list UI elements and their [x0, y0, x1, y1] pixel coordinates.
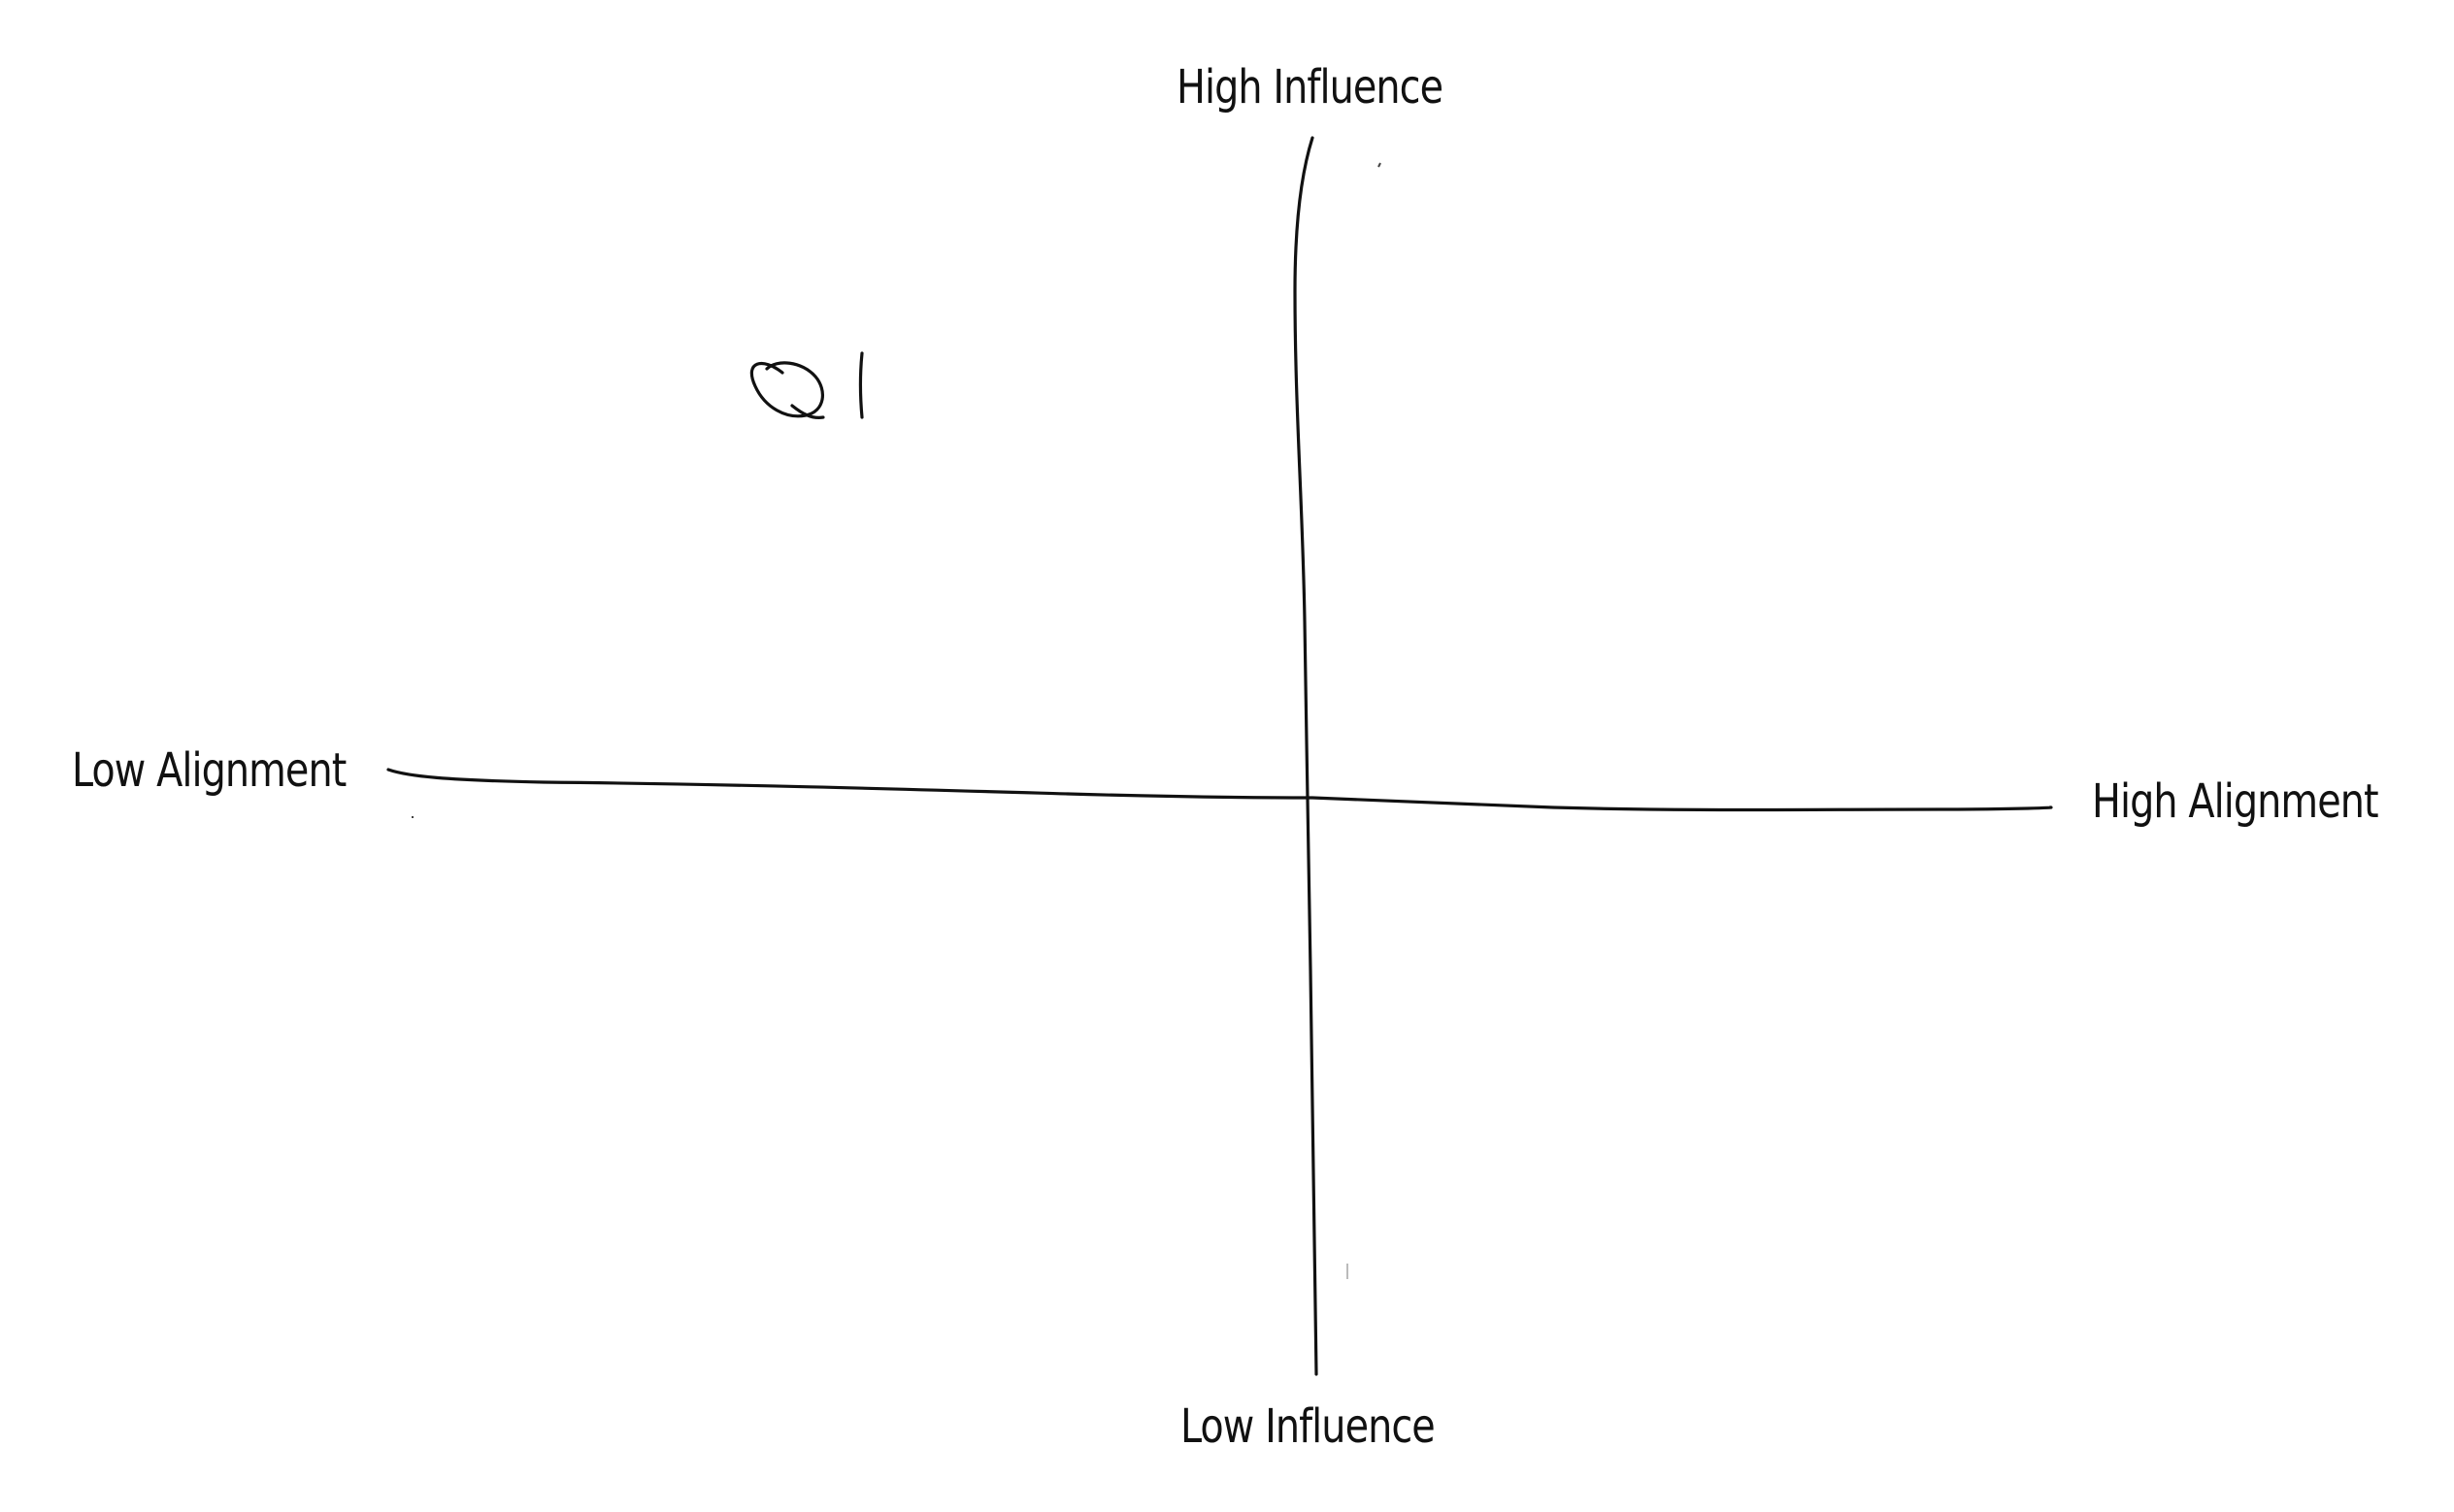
digit-one: [858, 351, 864, 419]
label-high-alignment: High Alignment: [2092, 774, 2379, 829]
q-letter: [749, 361, 825, 419]
pen-mark: [1377, 162, 1381, 168]
label-low-influence: Low Influence: [1180, 1399, 1436, 1454]
label-high-influence: High Influence: [1177, 60, 1443, 115]
quadrant-marker-q1: [749, 351, 864, 419]
label-low-alignment: Low Alignment: [72, 743, 347, 798]
horizontal-axis: [386, 768, 2053, 812]
vertical-axis: [1293, 136, 1318, 1376]
